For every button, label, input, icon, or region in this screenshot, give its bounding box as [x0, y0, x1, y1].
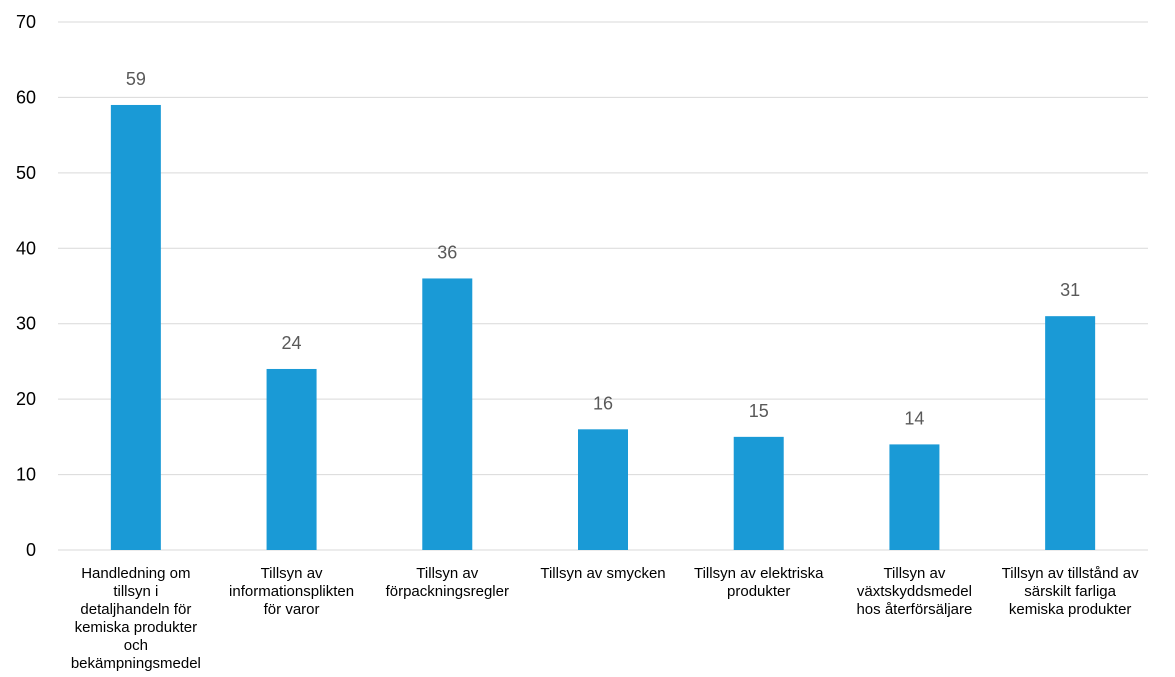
y-tick-label: 0: [26, 540, 36, 560]
x-axis-ticks: Handledning om tillsyn i detaljhandeln för…: [71, 565, 1139, 672]
x-tick-label-line: Tillsyn av: [416, 565, 478, 582]
x-tick-label-line: tillsyn i: [113, 583, 158, 600]
x-tick-label-line: Tillsyn av: [883, 565, 945, 582]
x-tick-label-line: hos återförsäljare: [856, 601, 972, 618]
x-tick-label-line: Tillsyn av smycken: [540, 565, 665, 582]
y-tick-label: 70: [16, 12, 36, 32]
x-tick-label: Tillsyn av informationsplikten för varor: [229, 565, 354, 618]
x-tick-label-line: kemiska produkter: [1009, 601, 1132, 618]
y-tick-label: 30: [16, 314, 36, 334]
x-tick-label-line: informationsplikten: [229, 583, 354, 600]
x-tick-label-line: kemiska produkter: [75, 619, 198, 636]
y-axis-ticks: 0 10 20 30 40 50 60 70: [16, 12, 36, 560]
gridlines: [58, 21, 1148, 551]
y-tick-label: 10: [16, 465, 36, 485]
bars: [110, 104, 1096, 550]
x-tick-label: Tillsyn av växtskyddsmedel hos återförsälj…: [856, 565, 972, 618]
x-tick-label-line: särskilt farliga: [1024, 583, 1116, 600]
data-label: 31: [1060, 280, 1080, 300]
x-tick-label-line: förpackningsregler: [386, 583, 509, 600]
x-tick-label: Tillsyn av förpackningsregler: [386, 565, 509, 600]
data-label: 15: [749, 401, 769, 421]
x-tick-label: Tillsyn av elektriska produkter: [694, 565, 824, 600]
data-labels: 59 24 36 16 15 14 31: [126, 69, 1080, 428]
x-tick-label-line: och: [124, 637, 148, 654]
bar: [889, 444, 940, 550]
x-tick-label-line: Tillsyn av elektriska: [694, 565, 824, 582]
bar: [1045, 316, 1096, 550]
x-tick-label-line: bekämpningsmedel: [71, 655, 201, 672]
data-label: 36: [437, 242, 457, 262]
data-label: 14: [904, 408, 924, 428]
x-tick-label-line: för varor: [264, 601, 320, 618]
y-tick-label: 20: [16, 389, 36, 409]
y-tick-label: 50: [16, 163, 36, 183]
data-label: 24: [282, 333, 302, 353]
y-tick-label: 60: [16, 87, 36, 107]
bar: [110, 104, 161, 550]
x-tick-label-line: Tillsyn av: [261, 565, 323, 582]
x-tick-label-line: växtskyddsmedel: [857, 583, 972, 600]
x-tick-label-line: detaljhandeln för: [80, 601, 191, 618]
x-tick-label-line: produkter: [727, 583, 790, 600]
data-label: 16: [593, 393, 613, 413]
x-tick-label: Tillsyn av smycken: [540, 565, 665, 582]
bar: [422, 278, 473, 550]
y-tick-label: 40: [16, 238, 36, 258]
x-tick-label-line: Handledning om: [81, 565, 190, 582]
bar: [733, 436, 784, 550]
data-label: 59: [126, 69, 146, 89]
x-tick-label: Handledning om tillsyn i detaljhandeln för…: [71, 565, 201, 672]
x-tick-label-line: Tillsyn av tillstånd av: [1002, 565, 1139, 582]
x-tick-label: Tillsyn av tillstånd av särskilt farliga k…: [1002, 565, 1139, 618]
bar: [266, 368, 317, 550]
bar: [578, 429, 628, 550]
